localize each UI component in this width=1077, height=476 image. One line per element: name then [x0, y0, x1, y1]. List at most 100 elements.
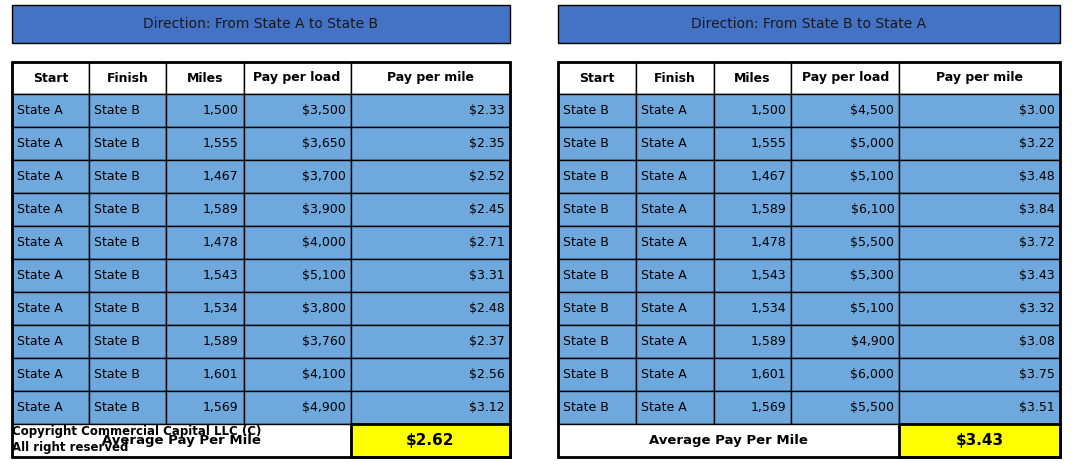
Bar	[899, 62, 1060, 94]
Bar	[558, 127, 635, 160]
Bar	[351, 127, 510, 160]
Bar	[166, 193, 243, 226]
Text: 1,543: 1,543	[751, 269, 786, 282]
Bar	[558, 391, 635, 424]
Bar	[558, 160, 635, 193]
Text: $2.62: $2.62	[406, 433, 454, 448]
Text: 1,601: 1,601	[202, 368, 239, 381]
Text: $3,900: $3,900	[302, 203, 346, 216]
Bar	[558, 325, 635, 358]
Bar	[558, 94, 635, 127]
Text: State B: State B	[94, 236, 140, 249]
Text: State A: State A	[641, 401, 686, 414]
Text: $5,500: $5,500	[851, 401, 894, 414]
Text: $2.45: $2.45	[470, 203, 505, 216]
Bar	[635, 292, 714, 325]
Bar	[635, 325, 714, 358]
Text: State B: State B	[563, 104, 609, 117]
Bar	[12, 5, 510, 43]
Bar	[243, 94, 351, 127]
Text: 1,555: 1,555	[202, 137, 239, 150]
Bar	[12, 259, 89, 292]
Bar	[166, 226, 243, 259]
Bar	[714, 62, 792, 94]
Text: State A: State A	[17, 335, 62, 348]
Text: $2.48: $2.48	[470, 302, 505, 315]
Text: $3.12: $3.12	[470, 401, 505, 414]
Bar	[89, 62, 166, 94]
Text: State B: State B	[563, 137, 609, 150]
Bar	[792, 94, 899, 127]
Bar	[89, 259, 166, 292]
Text: $2.33: $2.33	[470, 104, 505, 117]
Text: Pay per load: Pay per load	[253, 71, 340, 85]
Text: $2.52: $2.52	[470, 170, 505, 183]
Bar	[558, 193, 635, 226]
Bar	[635, 160, 714, 193]
Bar	[243, 292, 351, 325]
Bar	[351, 424, 510, 457]
Text: $3.08: $3.08	[1019, 335, 1055, 348]
Bar	[89, 325, 166, 358]
Text: $3.72: $3.72	[1019, 236, 1055, 249]
Text: Miles: Miles	[735, 71, 771, 85]
Bar	[714, 292, 792, 325]
Bar	[558, 358, 635, 391]
Text: $3.43: $3.43	[1019, 269, 1055, 282]
Bar	[351, 358, 510, 391]
Bar	[792, 358, 899, 391]
Bar	[558, 62, 1060, 457]
Bar	[635, 94, 714, 127]
Text: $6,000: $6,000	[851, 368, 894, 381]
Bar	[714, 193, 792, 226]
Bar	[89, 160, 166, 193]
Text: Finish: Finish	[654, 71, 696, 85]
Text: State B: State B	[563, 203, 609, 216]
Bar	[792, 193, 899, 226]
Bar	[166, 259, 243, 292]
Bar	[243, 62, 351, 94]
Text: $3,500: $3,500	[302, 104, 346, 117]
Bar	[635, 259, 714, 292]
Bar	[899, 193, 1060, 226]
Text: State A: State A	[17, 269, 62, 282]
Text: State A: State A	[641, 335, 686, 348]
Text: State A: State A	[641, 236, 686, 249]
Bar	[12, 358, 89, 391]
Text: $5,100: $5,100	[851, 170, 894, 183]
Bar	[899, 94, 1060, 127]
Text: Start: Start	[579, 71, 615, 85]
Text: State B: State B	[94, 269, 140, 282]
Text: 1,543: 1,543	[202, 269, 239, 282]
Bar	[558, 259, 635, 292]
Text: State B: State B	[563, 236, 609, 249]
Text: 1,589: 1,589	[202, 335, 239, 348]
Text: State A: State A	[641, 137, 686, 150]
Text: $5,300: $5,300	[851, 269, 894, 282]
Bar	[351, 94, 510, 127]
Bar	[12, 226, 89, 259]
Text: $3.84: $3.84	[1019, 203, 1055, 216]
Bar	[558, 62, 635, 94]
Text: State B: State B	[94, 401, 140, 414]
Bar	[12, 94, 89, 127]
Bar	[792, 325, 899, 358]
Text: $3.48: $3.48	[1019, 170, 1055, 183]
Bar	[635, 193, 714, 226]
Text: State A: State A	[641, 170, 686, 183]
Bar	[351, 193, 510, 226]
Text: State B: State B	[94, 137, 140, 150]
Text: 1,500: 1,500	[202, 104, 239, 117]
Bar	[89, 226, 166, 259]
Bar	[166, 94, 243, 127]
Text: State A: State A	[17, 104, 62, 117]
Bar	[899, 127, 1060, 160]
Text: 1,569: 1,569	[202, 401, 239, 414]
Bar	[243, 325, 351, 358]
Bar	[12, 193, 89, 226]
Text: $2.71: $2.71	[470, 236, 505, 249]
Text: Pay per load: Pay per load	[801, 71, 889, 85]
Text: 1,534: 1,534	[751, 302, 786, 315]
Text: Miles: Miles	[186, 71, 223, 85]
Bar	[558, 5, 1060, 43]
